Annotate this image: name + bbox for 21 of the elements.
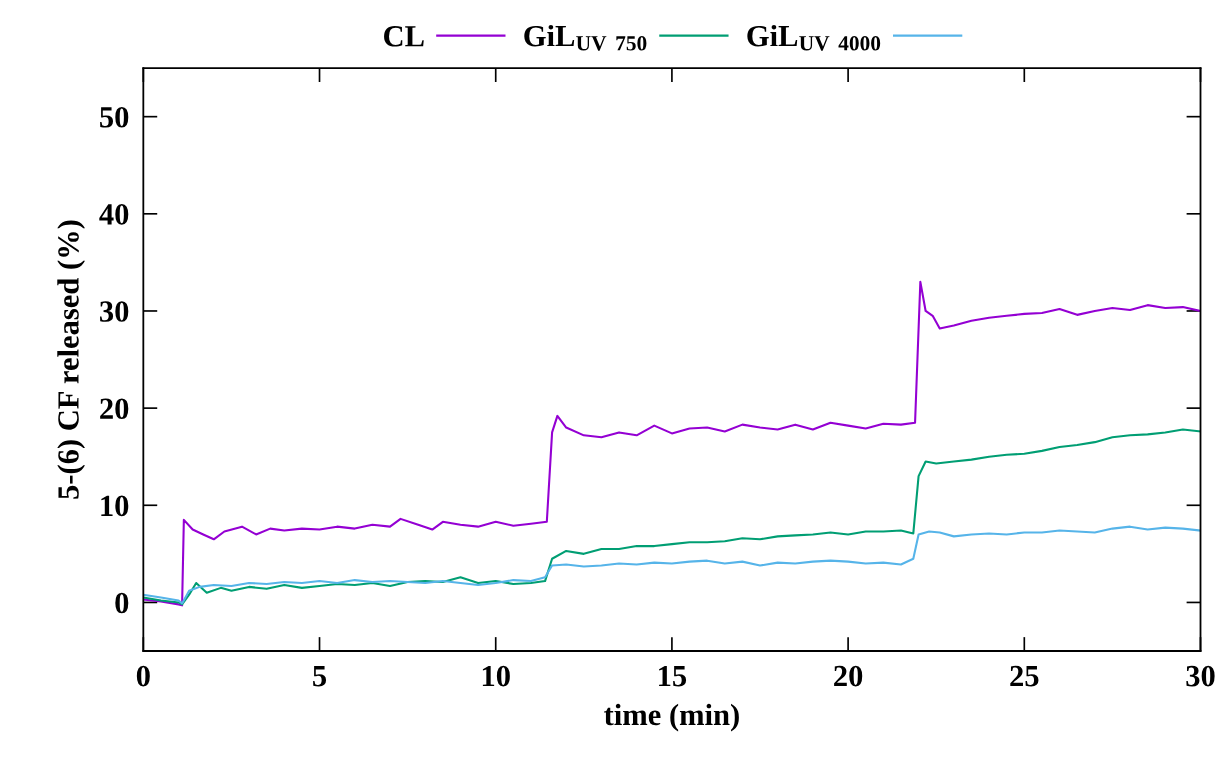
y-tick-label: 30 [100, 301, 129, 322]
x-axis-title: time (min) [604, 703, 739, 732]
x-tick-label: 0 [136, 665, 150, 687]
x-tick-label: 20 [834, 665, 863, 687]
x-tick-label: 5 [313, 666, 327, 687]
x-tick-label: 25 [1010, 665, 1039, 687]
line-series [143, 525, 1201, 605]
x-tick-label: 15 [659, 665, 687, 687]
y-tick-label: 0 [115, 592, 129, 614]
legend-label: CL [384, 26, 424, 47]
x-tick-label: 10 [482, 665, 510, 687]
y-axis-title: 5-(6) CF released (%) [57, 220, 85, 499]
y-tick-label: 10 [101, 495, 129, 517]
y-tick-label: 20 [100, 398, 129, 420]
legend-label: GiL$_{UV 750}$ [524, 24, 647, 51]
y-tick-label: 40 [99, 204, 129, 225]
x-tick-label: 30 [1186, 665, 1215, 687]
legend-label: GiL$_{UV 4000}$ [747, 24, 881, 51]
line-series [143, 428, 1201, 606]
line-series [143, 280, 1201, 607]
y-tick-label: 50 [100, 106, 129, 128]
